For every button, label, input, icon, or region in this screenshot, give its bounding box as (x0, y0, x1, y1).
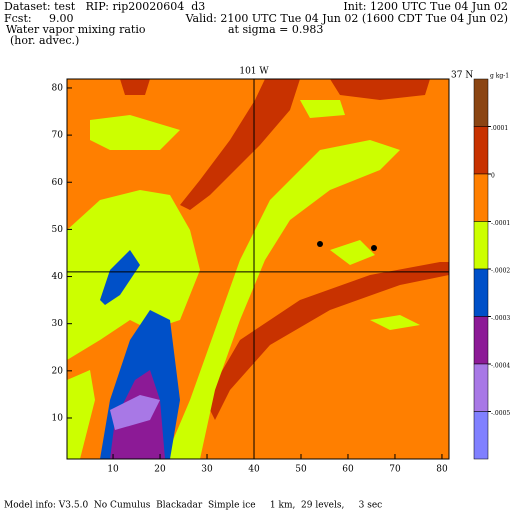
colorbar-segment (473, 221, 489, 270)
x-tick-label: 40 (248, 465, 260, 475)
colorbar-segment (473, 316, 489, 365)
y-tick-label: 50 (52, 225, 64, 235)
colorbar-label: 0 (491, 173, 495, 180)
field-note: (hor. advec.) (10, 34, 79, 47)
colorbar-segment (473, 411, 489, 460)
valid: Valid: 2100 UTC Tue 04 Jun 02 (1600 CDT … (185, 12, 508, 25)
colorbar-unit: g kg-1 (490, 73, 509, 80)
fcst: Fcst: 9.00 (4, 12, 74, 25)
colorbar-label: -.0005 (491, 410, 510, 417)
x-tick-label: 10 (107, 465, 119, 475)
y-tick-label: 60 (52, 178, 64, 188)
plot-frame (66, 78, 450, 460)
colorbar-label: -.0002 (491, 268, 510, 275)
contour-fills (67, 79, 449, 459)
y-tick-label: 40 (52, 272, 64, 282)
y-tick-label: 70 (52, 131, 64, 141)
y-tick-label: 80 (52, 83, 64, 93)
colorbar-label: .0001 (491, 125, 508, 132)
dataset: Dataset: test RIP: rip20020604 d3 (4, 0, 205, 13)
colorbar-segment (473, 78, 489, 127)
footer: Model info: V3.5.0 No Cumulus Blackadar … (4, 501, 382, 511)
parallel-label: 37 N (451, 71, 473, 81)
x-tick-label: 20 (154, 465, 166, 475)
colorbar-label: -.0004 (491, 363, 510, 370)
meridian-label: 101 W (239, 67, 269, 77)
field: Water vapor mixing ratio (6, 23, 146, 36)
x-tick-label: 70 (389, 465, 401, 475)
colorbar-label: -.0003 (491, 315, 510, 322)
init: Init: 1200 UTC Tue 04 Jun 02 (343, 0, 508, 13)
colorbar-segment (473, 363, 489, 412)
x-tick-label: 30 (201, 465, 213, 475)
x-tick-label: 80 (436, 465, 448, 475)
x-tick-label: 50 (295, 465, 307, 475)
colorbar-segment (473, 268, 489, 317)
x-tick-label: 60 (342, 465, 354, 475)
level: at sigma = 0.983 (228, 23, 323, 36)
colorbar-segment (473, 173, 489, 222)
y-tick-label: 10 (52, 413, 64, 423)
y-tick-label: 30 (52, 319, 64, 329)
colorbar-label: -.0001 (491, 220, 510, 227)
y-tick-label: 20 (52, 366, 64, 376)
colorbar-segment (473, 126, 489, 175)
